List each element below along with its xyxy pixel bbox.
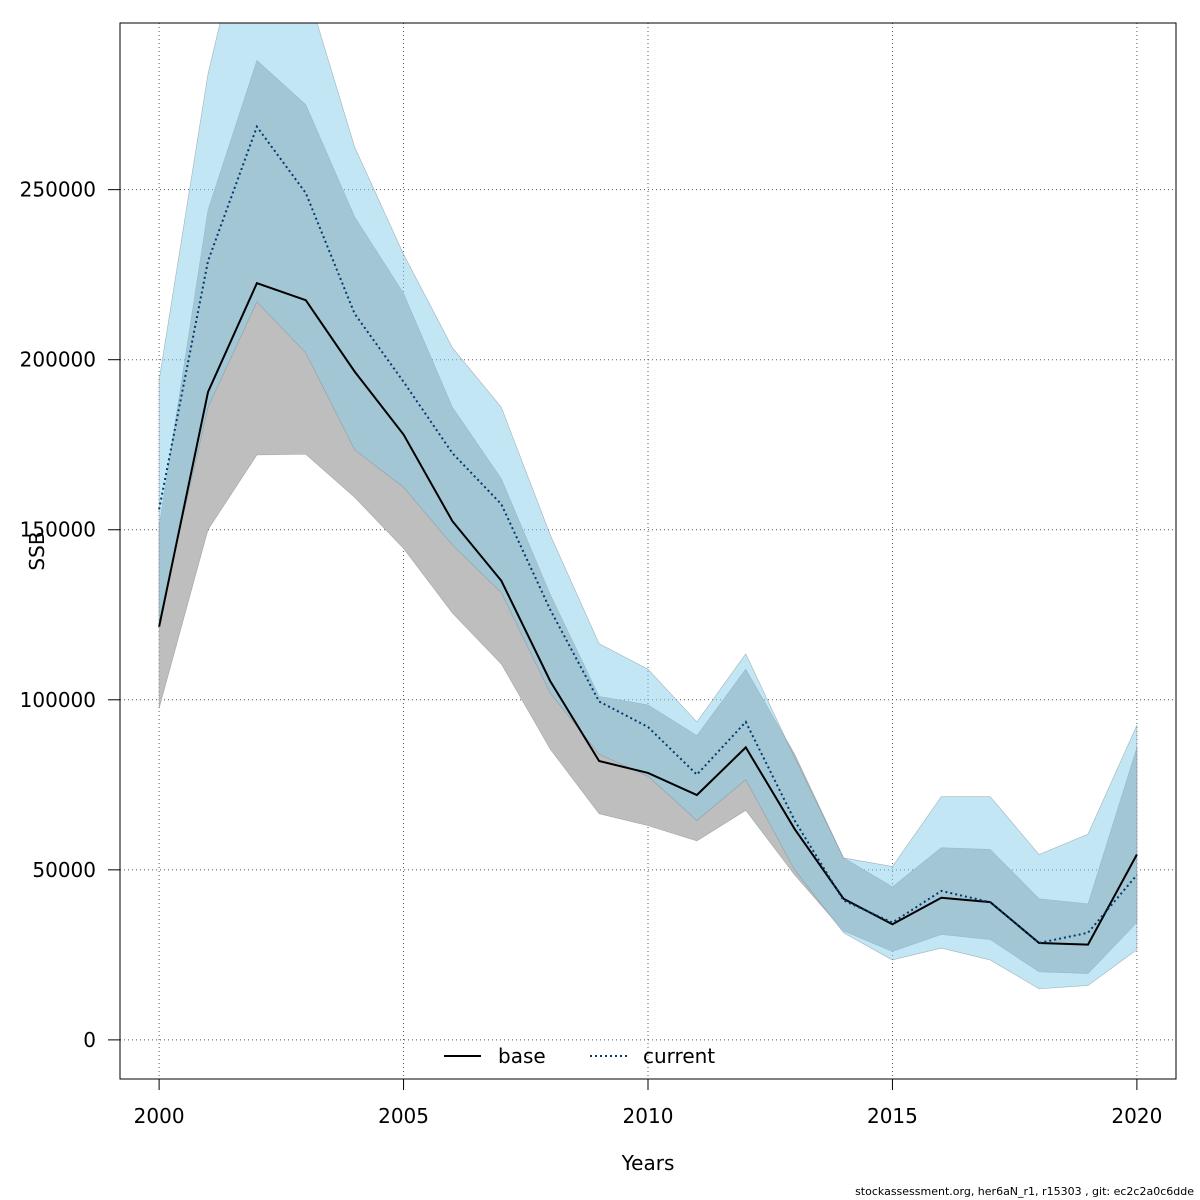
- line-base: [158, 281, 1138, 946]
- series-lines: [158, 124, 1138, 946]
- y-tick-label-200000: 200000: [20, 348, 96, 372]
- x-tick-label-2015: 2015: [867, 1104, 918, 1128]
- legend-label-current: current: [643, 1044, 715, 1068]
- y-tick-label-50000: 50000: [32, 858, 96, 882]
- legend-label-base: base: [498, 1044, 546, 1068]
- y-axis: 0 50000 100000 150000 200000 250000: [20, 178, 120, 1052]
- y-tick-label-0: 0: [83, 1028, 96, 1052]
- x-tick-label-2010: 2010: [623, 1104, 674, 1128]
- x-axis: 2000 2005 2010 2015 2020: [134, 1079, 1162, 1128]
- y-tick-label-100000: 100000: [20, 688, 96, 712]
- x-tick-label-2000: 2000: [134, 1104, 185, 1128]
- confidence-bands: [158, 23, 1138, 990]
- y-tick-label-150000: 150000: [20, 518, 96, 542]
- legend: base current: [444, 1044, 715, 1068]
- y-tick-label-250000: 250000: [20, 178, 96, 202]
- x-axis-title: Years: [621, 1151, 675, 1175]
- band-current: [158, 23, 1138, 990]
- x-tick-label-2005: 2005: [378, 1104, 429, 1128]
- y-axis-title: SSB: [25, 531, 49, 570]
- line-current: [158, 124, 1138, 945]
- x-tick-label-2020: 2020: [1111, 1104, 1162, 1128]
- footer-credit: stockassessment.org, her6aN_r1, r15303 ,…: [855, 1185, 1194, 1198]
